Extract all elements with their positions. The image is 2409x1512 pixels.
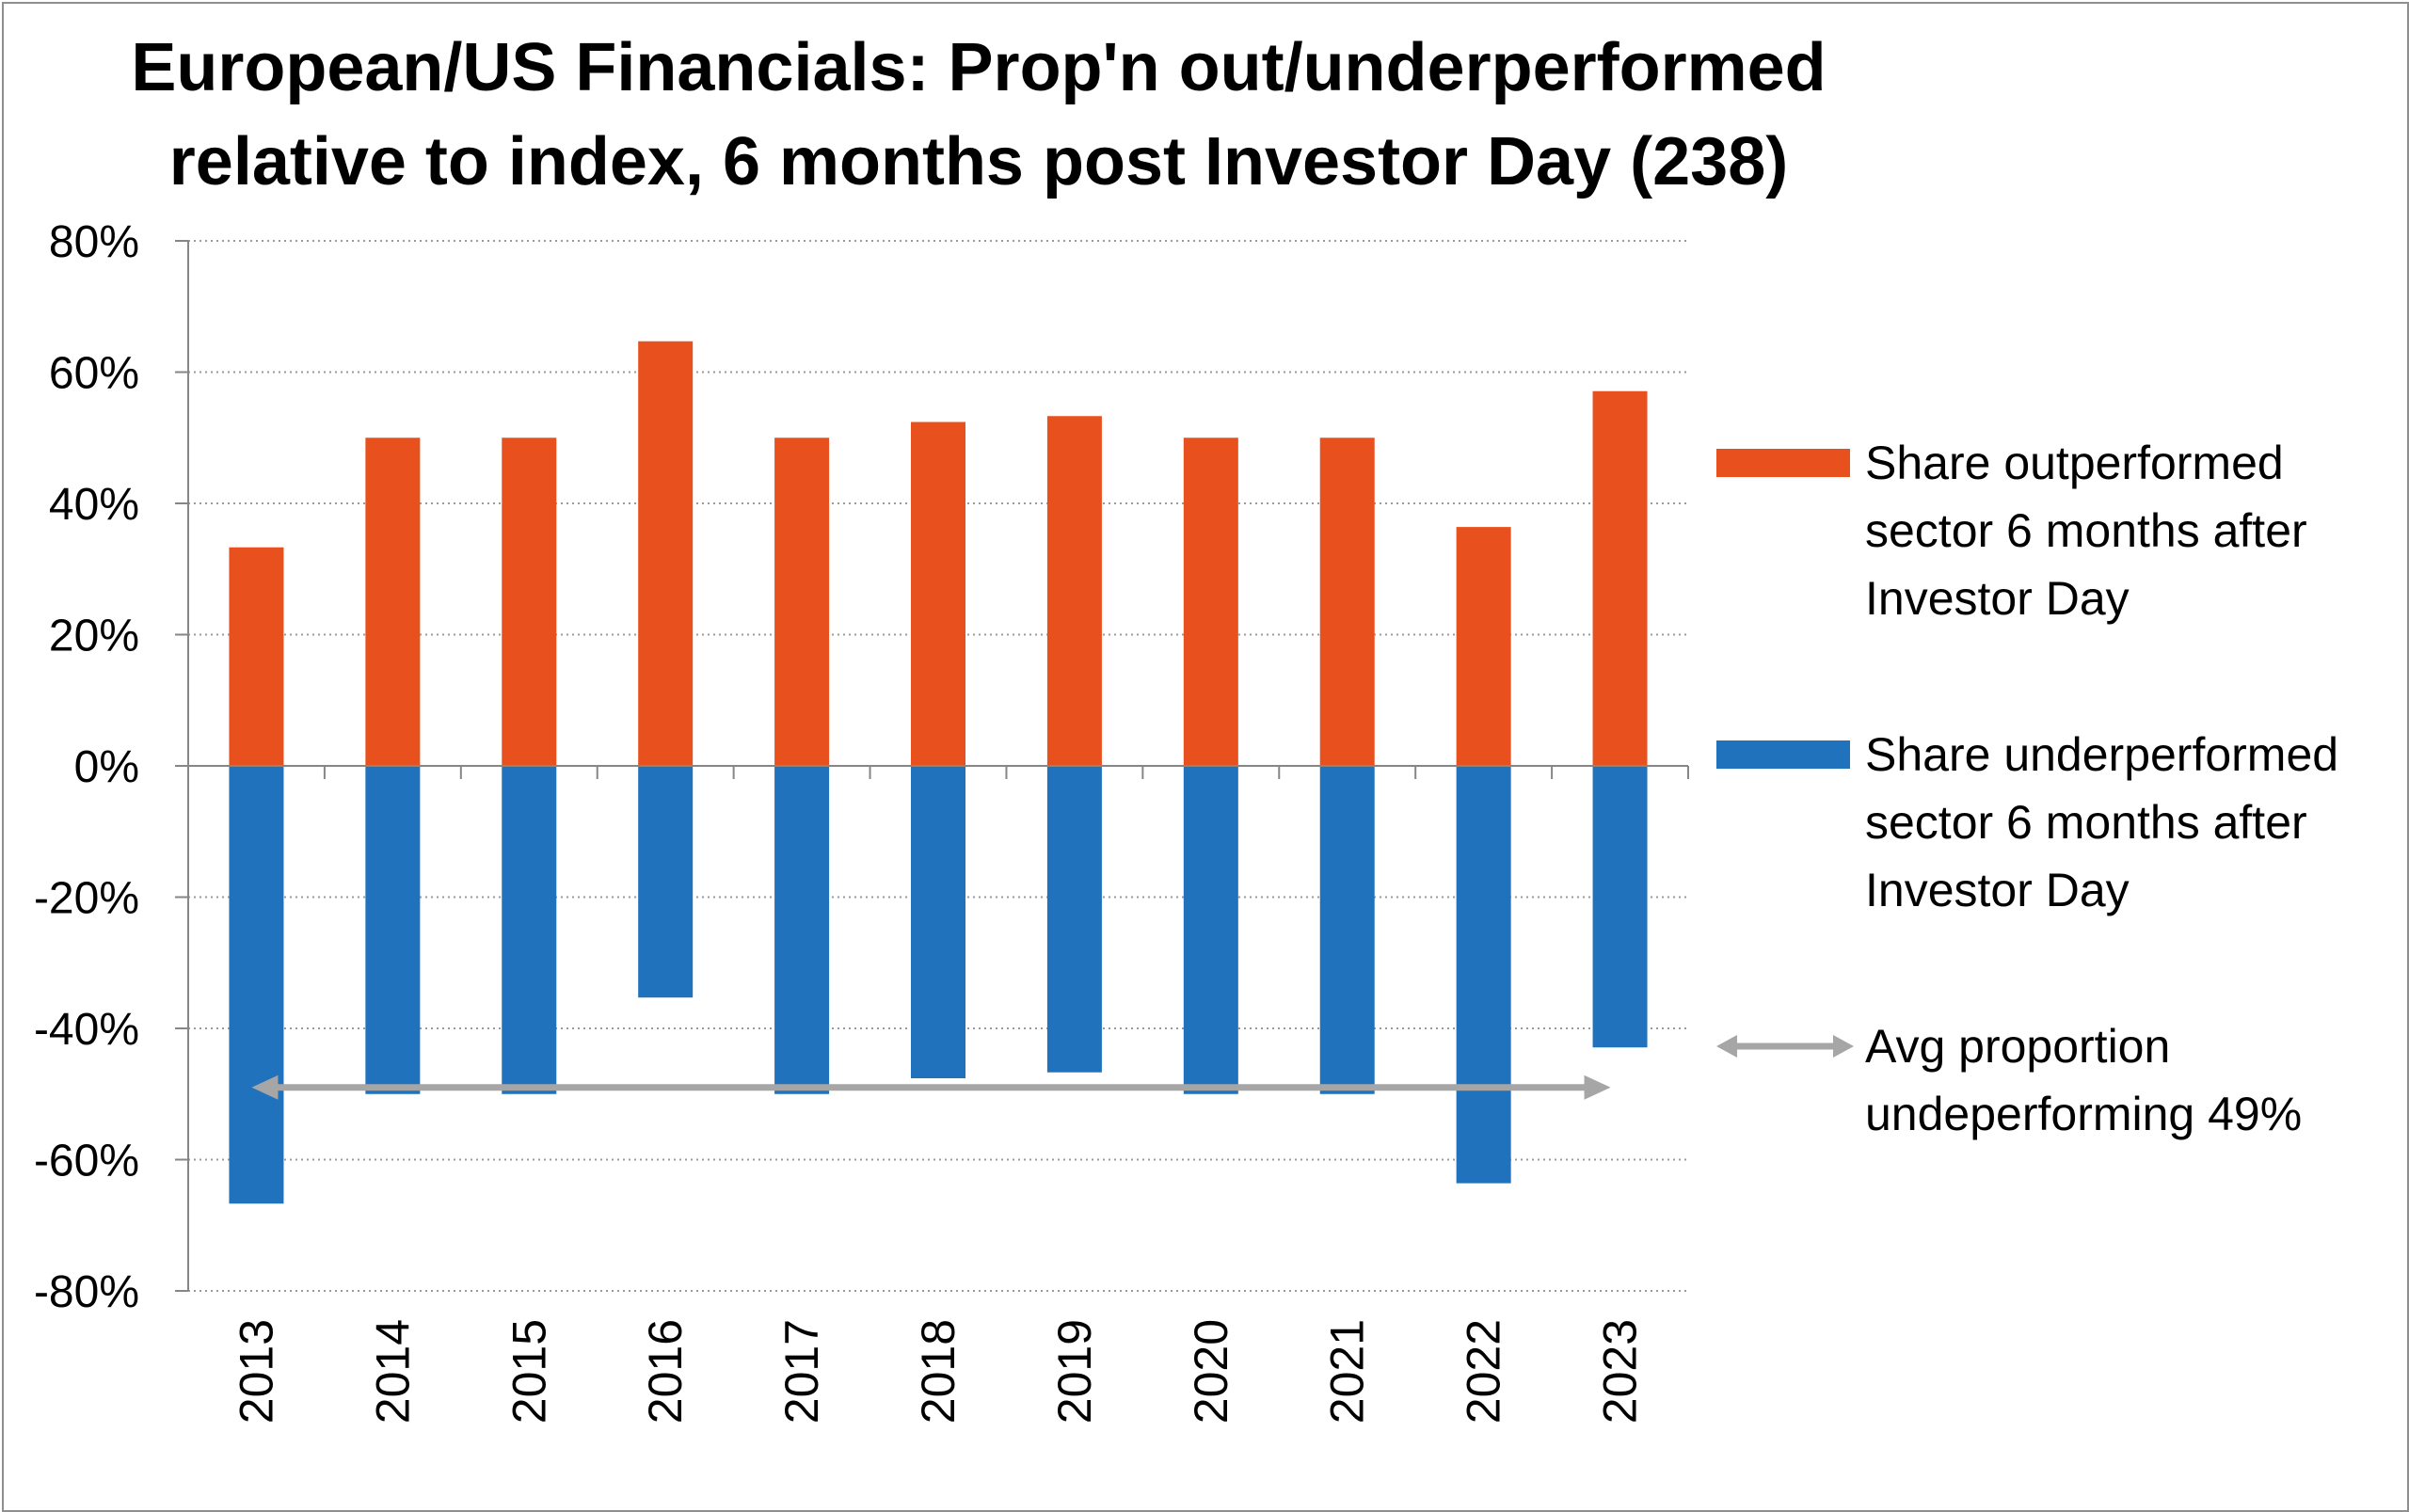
bar-underperformed <box>911 766 965 1079</box>
x-tick-label: 2017 <box>775 1319 828 1424</box>
x-tick-label: 2016 <box>639 1319 692 1424</box>
bar-underperformed <box>638 766 694 998</box>
bar-underperformed <box>774 766 830 1094</box>
x-tick-label: 2020 <box>1185 1319 1237 1424</box>
bar-underperformed <box>1046 766 1102 1073</box>
bar-underperformed <box>1183 766 1238 1094</box>
x-tick-label: 2014 <box>366 1319 419 1424</box>
bar-outperformed <box>774 438 830 766</box>
legend-label-outperformed: Share outperformed sector 6 months after… <box>1865 429 2307 632</box>
bar-underperformed <box>365 766 421 1094</box>
legend-arrow-icon <box>1716 1035 1854 1058</box>
x-tick-label: 2019 <box>1048 1319 1101 1424</box>
x-tick-label: 2018 <box>912 1319 965 1424</box>
bar-outperformed <box>1183 438 1238 766</box>
bar-outperformed <box>502 438 557 766</box>
bar-outperformed <box>1592 390 1648 766</box>
legend-label-average-line: Avg proportion <box>1865 1020 2171 1073</box>
y-tick-label: 60% <box>49 349 139 399</box>
bar-outperformed <box>229 547 284 766</box>
y-tick-label: 40% <box>49 480 139 530</box>
legend-label-underperformed: Share underperformed sector 6 months aft… <box>1865 721 2338 924</box>
bar-outperformed <box>365 438 421 766</box>
legend-label-outperformed-line: Share outperformed <box>1865 437 2284 489</box>
y-tick-label: -80% <box>34 1267 139 1317</box>
x-tick-label: 2022 <box>1458 1319 1510 1424</box>
average-arrow-head-right <box>1584 1074 1611 1100</box>
chart-title-line-2: relative to index, 6 months post Investo… <box>168 124 1789 199</box>
y-tick-label: 20% <box>49 612 139 661</box>
legend-label-underperformed-line: Share underperformed <box>1865 728 2339 781</box>
legend-label-average-line: undeperforming 49% <box>1865 1088 2303 1140</box>
bar-underperformed <box>502 766 557 1094</box>
bar-outperformed <box>1319 438 1375 766</box>
bar-outperformed <box>911 422 965 766</box>
y-tick-label: 0% <box>74 742 139 792</box>
bar-underperformed <box>1456 766 1511 1184</box>
legend-label-average: Avg proportion undeperforming 49% <box>1865 1012 2302 1148</box>
bar-underperformed <box>1319 766 1375 1094</box>
legend-label-outperformed-line: sector 6 months after <box>1865 504 2307 557</box>
x-tick-label: 2021 <box>1321 1319 1374 1424</box>
legend-label-underperformed-line: Investor Day <box>1865 864 2130 916</box>
bar-underperformed <box>229 766 284 1204</box>
average-arrow-head-left <box>251 1074 279 1100</box>
legend-swatch-underperformed <box>1716 740 1850 769</box>
legend-swatch-outperformed <box>1716 449 1850 477</box>
x-tick-label: 2013 <box>230 1319 282 1424</box>
bar-outperformed <box>638 341 694 766</box>
bar-outperformed <box>1046 416 1102 766</box>
x-tick-label: 2023 <box>1594 1319 1647 1424</box>
legend-label-outperformed-line: Investor Day <box>1865 572 2130 625</box>
y-tick-label: -60% <box>34 1137 139 1186</box>
bar-underperformed <box>1592 766 1648 1048</box>
x-tick-label: 2015 <box>503 1319 555 1424</box>
legend-label-underperformed-line: sector 6 months after <box>1865 796 2307 849</box>
chart-title: European/US Financials: Prop'n out/under… <box>38 21 1920 209</box>
chart-title-line-1: European/US Financials: Prop'n out/under… <box>131 30 1827 105</box>
y-tick-label: -20% <box>34 874 139 924</box>
y-tick-label: -40% <box>34 1005 139 1055</box>
y-tick-label: 80% <box>49 217 139 267</box>
bar-outperformed <box>1456 527 1511 766</box>
